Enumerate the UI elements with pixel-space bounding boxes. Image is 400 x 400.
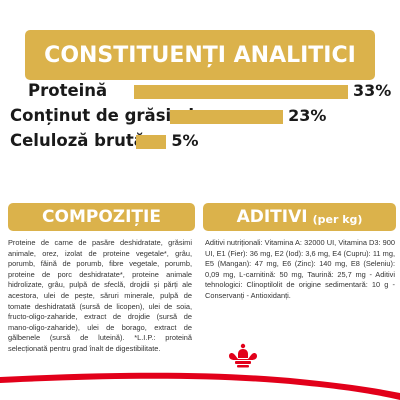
additives-unit: (per kg) xyxy=(312,212,363,226)
chart-row: Proteină 33% xyxy=(0,79,400,103)
chart-category-label: Celuloză brută xyxy=(10,131,145,150)
chart-row: Celuloză brută 5% xyxy=(0,129,400,153)
composition-text: Proteine de carne de pasăre deshidratate… xyxy=(8,238,192,353)
additives-title: ADITIVI xyxy=(236,207,308,227)
chart-value-label: 33% xyxy=(353,81,392,100)
additives-text: Aditivi nutriționali: Vitamina A: 32000 … xyxy=(205,238,395,300)
royal-canin-crown-icon xyxy=(229,343,257,368)
chart-value-label: 5% xyxy=(171,131,199,150)
chart-bar xyxy=(170,110,284,124)
analytic-constituents-title: CONSTITUENȚI ANALITICI xyxy=(25,30,375,80)
chart-category-label: Proteină xyxy=(28,81,108,100)
additives-title-banner: ADITIVI (per kg) xyxy=(203,203,396,231)
chart-bar xyxy=(134,85,348,99)
brand-swoosh xyxy=(0,372,400,400)
chart-value-label: 23% xyxy=(288,106,327,125)
chart-category-label: Conținut de grăsimi xyxy=(10,106,195,125)
composition-title: COMPOZIȚIE xyxy=(8,203,195,231)
chart-bar xyxy=(136,135,167,149)
chart-row: Conținut de grăsimi 23% xyxy=(0,104,400,128)
